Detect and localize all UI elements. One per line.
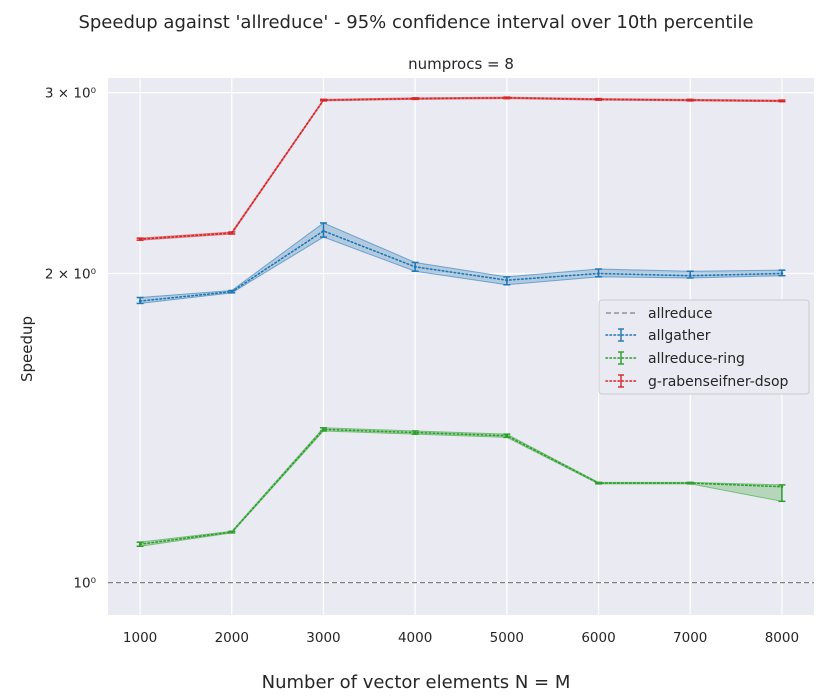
- series-line-g-rabenseifner-dsop: [139, 97, 783, 240]
- data-point-allgather: [230, 290, 234, 293]
- data-point-allreduce-ring: [780, 485, 784, 488]
- y-tick-label: 2 × 10⁰: [45, 266, 96, 282]
- chart-title: Speedup against 'allreduce' - 95% confid…: [78, 12, 753, 33]
- legend-label-allreduce: allreduce: [648, 306, 713, 322]
- x-tick-label: 5000: [490, 630, 524, 646]
- x-tick-label: 1000: [123, 630, 157, 646]
- data-point-allgather: [780, 272, 784, 275]
- series-lines: [108, 97, 814, 584]
- error-bar-allreduce-ring: [136, 541, 144, 547]
- data-point-allgather: [597, 272, 600, 275]
- data-point-allreduce-ring: [413, 431, 417, 434]
- error-bar-g-rabenseifner-dsop: [778, 99, 786, 103]
- data-point-allgather: [413, 265, 417, 269]
- error-bar-allgather: [595, 268, 603, 278]
- data-point-g-rabenseifner-dsop: [138, 237, 142, 241]
- legend-swatch-g-rabenseifner-dsop: [605, 374, 637, 388]
- tick-labels: 1000 2000 3000 4000 5000 6000 7000 8000 10⁰ 2 × 1…: [45, 86, 799, 646]
- error-bar-allreduce-ring: [228, 530, 236, 534]
- error-bar-allreduce-ring: [319, 427, 327, 432]
- error-bar-allreduce-ring: [595, 481, 603, 485]
- error-bar-allgather: [778, 269, 786, 277]
- error-bar-allgather: [136, 296, 144, 305]
- error-bar-allreduce-ring: [686, 481, 694, 485]
- x-tick-label: 8000: [765, 630, 799, 646]
- x-tick-label: 4000: [398, 630, 432, 646]
- data-point-allreduce-ring: [230, 530, 234, 534]
- error-bar-g-rabenseifner-dsop: [228, 231, 236, 235]
- legend-label-allgather: allgather: [648, 328, 711, 344]
- data-point-allgather: [688, 274, 692, 278]
- error-bar-g-rabenseifner-dsop: [136, 237, 144, 241]
- error-bar-allreduce-ring: [503, 433, 511, 439]
- data-point-g-rabenseifner-dsop: [413, 97, 417, 100]
- x-tick-label: 6000: [581, 630, 615, 646]
- x-tick-label: 2000: [215, 630, 249, 646]
- error-bar-allreduce-ring: [778, 484, 786, 503]
- data-point-allreduce-ring: [138, 542, 142, 546]
- legend-swatch-allreduce-ring: [605, 351, 637, 365]
- legend-label-g-rabenseifner-dsop: g-rabenseifner-dsop: [648, 374, 789, 390]
- legend: allreduce allgather allreduce-ring g-rab…: [598, 299, 810, 395]
- legend-swatch-allgather: [605, 328, 637, 342]
- error-bar-g-rabenseifner-dsop: [595, 97, 603, 101]
- data-point-allreduce-ring: [597, 481, 600, 485]
- x-tick-label: 3000: [306, 630, 340, 646]
- error-bar-g-rabenseifner-dsop: [686, 98, 694, 102]
- error-bar-allgather: [686, 270, 694, 279]
- error-bars: [136, 96, 786, 547]
- error-bar-g-rabenseifner-dsop: [411, 97, 419, 101]
- subplot-title: numprocs = 8: [408, 55, 514, 73]
- data-point-g-rabenseifner-dsop: [505, 96, 509, 100]
- error-bar-allreduce-ring: [411, 430, 419, 435]
- legend-box: [598, 299, 810, 395]
- data-point-allreduce-ring: [322, 428, 325, 431]
- legend-label-allreduce-ring: allreduce-ring: [648, 351, 745, 367]
- data-point-allgather: [322, 229, 325, 233]
- y-tick-label: 3 × 10⁰: [45, 86, 96, 102]
- data-point-allreduce-ring: [505, 434, 509, 438]
- y-tick-label: 10⁰: [73, 576, 96, 592]
- error-bar-allgather: [228, 289, 236, 294]
- data-point-g-rabenseifner-dsop: [322, 98, 325, 102]
- error-bar-allgather: [503, 276, 511, 286]
- data-point-allreduce-ring: [688, 481, 692, 485]
- y-axis-label: Speedup: [18, 316, 36, 382]
- series-line-allreduce-ring: [139, 428, 783, 545]
- error-bar-allgather: [319, 222, 327, 238]
- data-point-g-rabenseifner-dsop: [597, 98, 600, 101]
- data-point-allgather: [505, 278, 509, 282]
- error-bar-g-rabenseifner-dsop: [503, 96, 511, 100]
- error-bar-g-rabenseifner-dsop: [319, 98, 327, 102]
- series-line-allgather: [139, 230, 783, 302]
- data-point-g-rabenseifner-dsop: [230, 231, 234, 235]
- error-bar-allgather: [411, 261, 419, 272]
- x-tick-label: 7000: [673, 630, 707, 646]
- data-point-g-rabenseifner-dsop: [780, 99, 784, 103]
- data-point-allgather: [138, 299, 142, 303]
- data-point-g-rabenseifner-dsop: [688, 98, 692, 102]
- x-axis-label: Number of vector elements N = M: [262, 672, 571, 693]
